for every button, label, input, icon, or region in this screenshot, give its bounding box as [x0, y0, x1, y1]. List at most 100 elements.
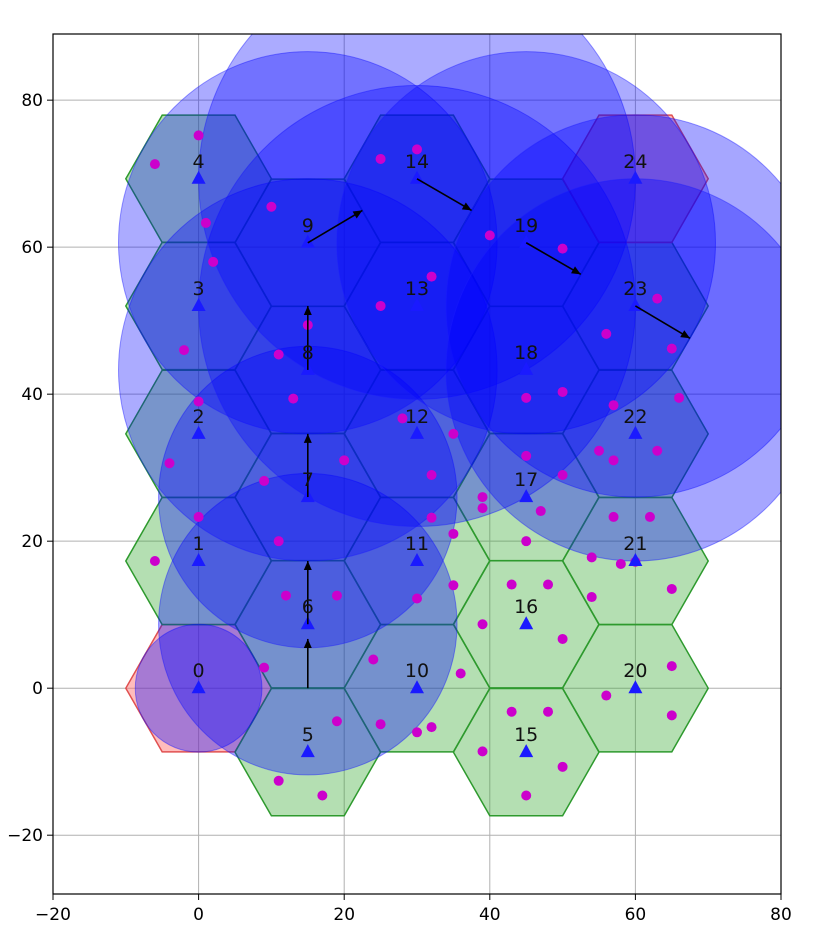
user-point	[601, 328, 612, 339]
base-stations	[191, 170, 643, 758]
base-station-marker	[300, 234, 315, 248]
cell-label: 4	[193, 151, 205, 173]
movement-arrow	[303, 561, 312, 625]
cell-label: 12	[405, 406, 429, 428]
user-point	[149, 159, 160, 170]
base-station-marker	[191, 170, 206, 184]
x-tick-label: 80	[770, 905, 792, 925]
user-point	[484, 230, 495, 241]
user-point	[288, 393, 299, 404]
user-point	[339, 455, 350, 466]
cell-label: 17	[514, 469, 538, 491]
cell-label: 15	[514, 724, 538, 746]
user-point	[266, 201, 277, 212]
coverage-circles	[118, 34, 781, 776]
cell-label: 8	[302, 342, 314, 364]
coverage-circle	[445, 114, 781, 498]
user-point	[193, 396, 204, 407]
base-station-marker	[628, 680, 643, 694]
user-point	[557, 633, 568, 644]
user-point	[193, 130, 204, 141]
user-point	[586, 552, 597, 563]
user-point	[477, 619, 488, 630]
cell-label: 14	[405, 151, 429, 173]
base-station-marker	[410, 297, 424, 311]
user-point	[317, 790, 328, 801]
user-point	[375, 300, 386, 311]
user-points	[149, 130, 685, 801]
y-tick-label: −20	[7, 826, 43, 846]
user-point	[179, 345, 190, 356]
cell-label: 0	[193, 660, 205, 682]
base-station-marker	[519, 744, 534, 758]
cell-label: 21	[623, 533, 647, 555]
x-tick-label: 60	[625, 905, 647, 925]
user-point	[200, 217, 211, 228]
cell-label: 3	[193, 278, 205, 300]
base-station-marker	[191, 297, 206, 311]
user-point	[426, 512, 437, 523]
user-point	[331, 590, 342, 601]
user-point	[149, 556, 160, 567]
user-point	[594, 445, 604, 456]
movement-arrow	[525, 242, 582, 276]
user-point	[521, 790, 532, 801]
cell-label: 2	[193, 406, 205, 428]
movement-arrow	[634, 305, 691, 339]
base-station-marker	[519, 361, 534, 375]
movement-arrow	[303, 305, 312, 370]
user-point	[557, 243, 568, 254]
user-point	[521, 392, 532, 403]
user-point	[652, 293, 663, 304]
cell-label: 19	[514, 215, 538, 237]
user-point	[273, 775, 284, 786]
base-station-marker	[628, 553, 643, 567]
cell-label: 7	[302, 469, 314, 491]
movement-arrow	[416, 178, 473, 212]
user-point	[666, 583, 677, 594]
cell-label: 18	[514, 342, 538, 364]
user-point	[644, 511, 655, 522]
base-station-marker	[628, 425, 643, 439]
user-point	[615, 558, 626, 569]
y-tick-label: 80	[21, 91, 43, 111]
cell-label: 24	[623, 151, 647, 173]
user-point	[608, 455, 619, 466]
base-station-marker	[191, 425, 206, 439]
cell-label: 23	[623, 278, 647, 300]
base-station-marker	[410, 680, 424, 694]
user-point	[608, 511, 619, 522]
user-point	[193, 511, 204, 522]
movement-arrows	[303, 178, 691, 689]
user-point	[426, 722, 437, 733]
user-point	[535, 506, 546, 517]
cell-label: 13	[405, 278, 429, 300]
user-point	[666, 343, 677, 354]
user-point	[448, 428, 459, 439]
movement-arrow	[307, 209, 363, 244]
user-point	[164, 458, 175, 469]
user-point	[586, 592, 597, 603]
user-point	[601, 690, 612, 701]
user-point	[477, 503, 488, 514]
user-point	[521, 450, 532, 461]
hexagon-cells	[124, 114, 710, 817]
user-point	[259, 662, 270, 673]
user-point	[375, 719, 386, 730]
movement-arrow	[303, 433, 312, 498]
user-point	[557, 470, 568, 481]
user-point	[521, 536, 532, 547]
user-point	[273, 349, 284, 360]
user-point	[368, 654, 379, 665]
cell-label: 1	[193, 533, 205, 555]
user-point	[426, 470, 437, 481]
user-point	[426, 271, 437, 282]
base-station-marker	[519, 616, 534, 630]
base-station-marker	[519, 489, 534, 503]
user-point	[412, 727, 422, 738]
cell-label: 5	[302, 724, 314, 746]
x-tick-label: 40	[479, 905, 501, 925]
user-point	[506, 706, 517, 717]
